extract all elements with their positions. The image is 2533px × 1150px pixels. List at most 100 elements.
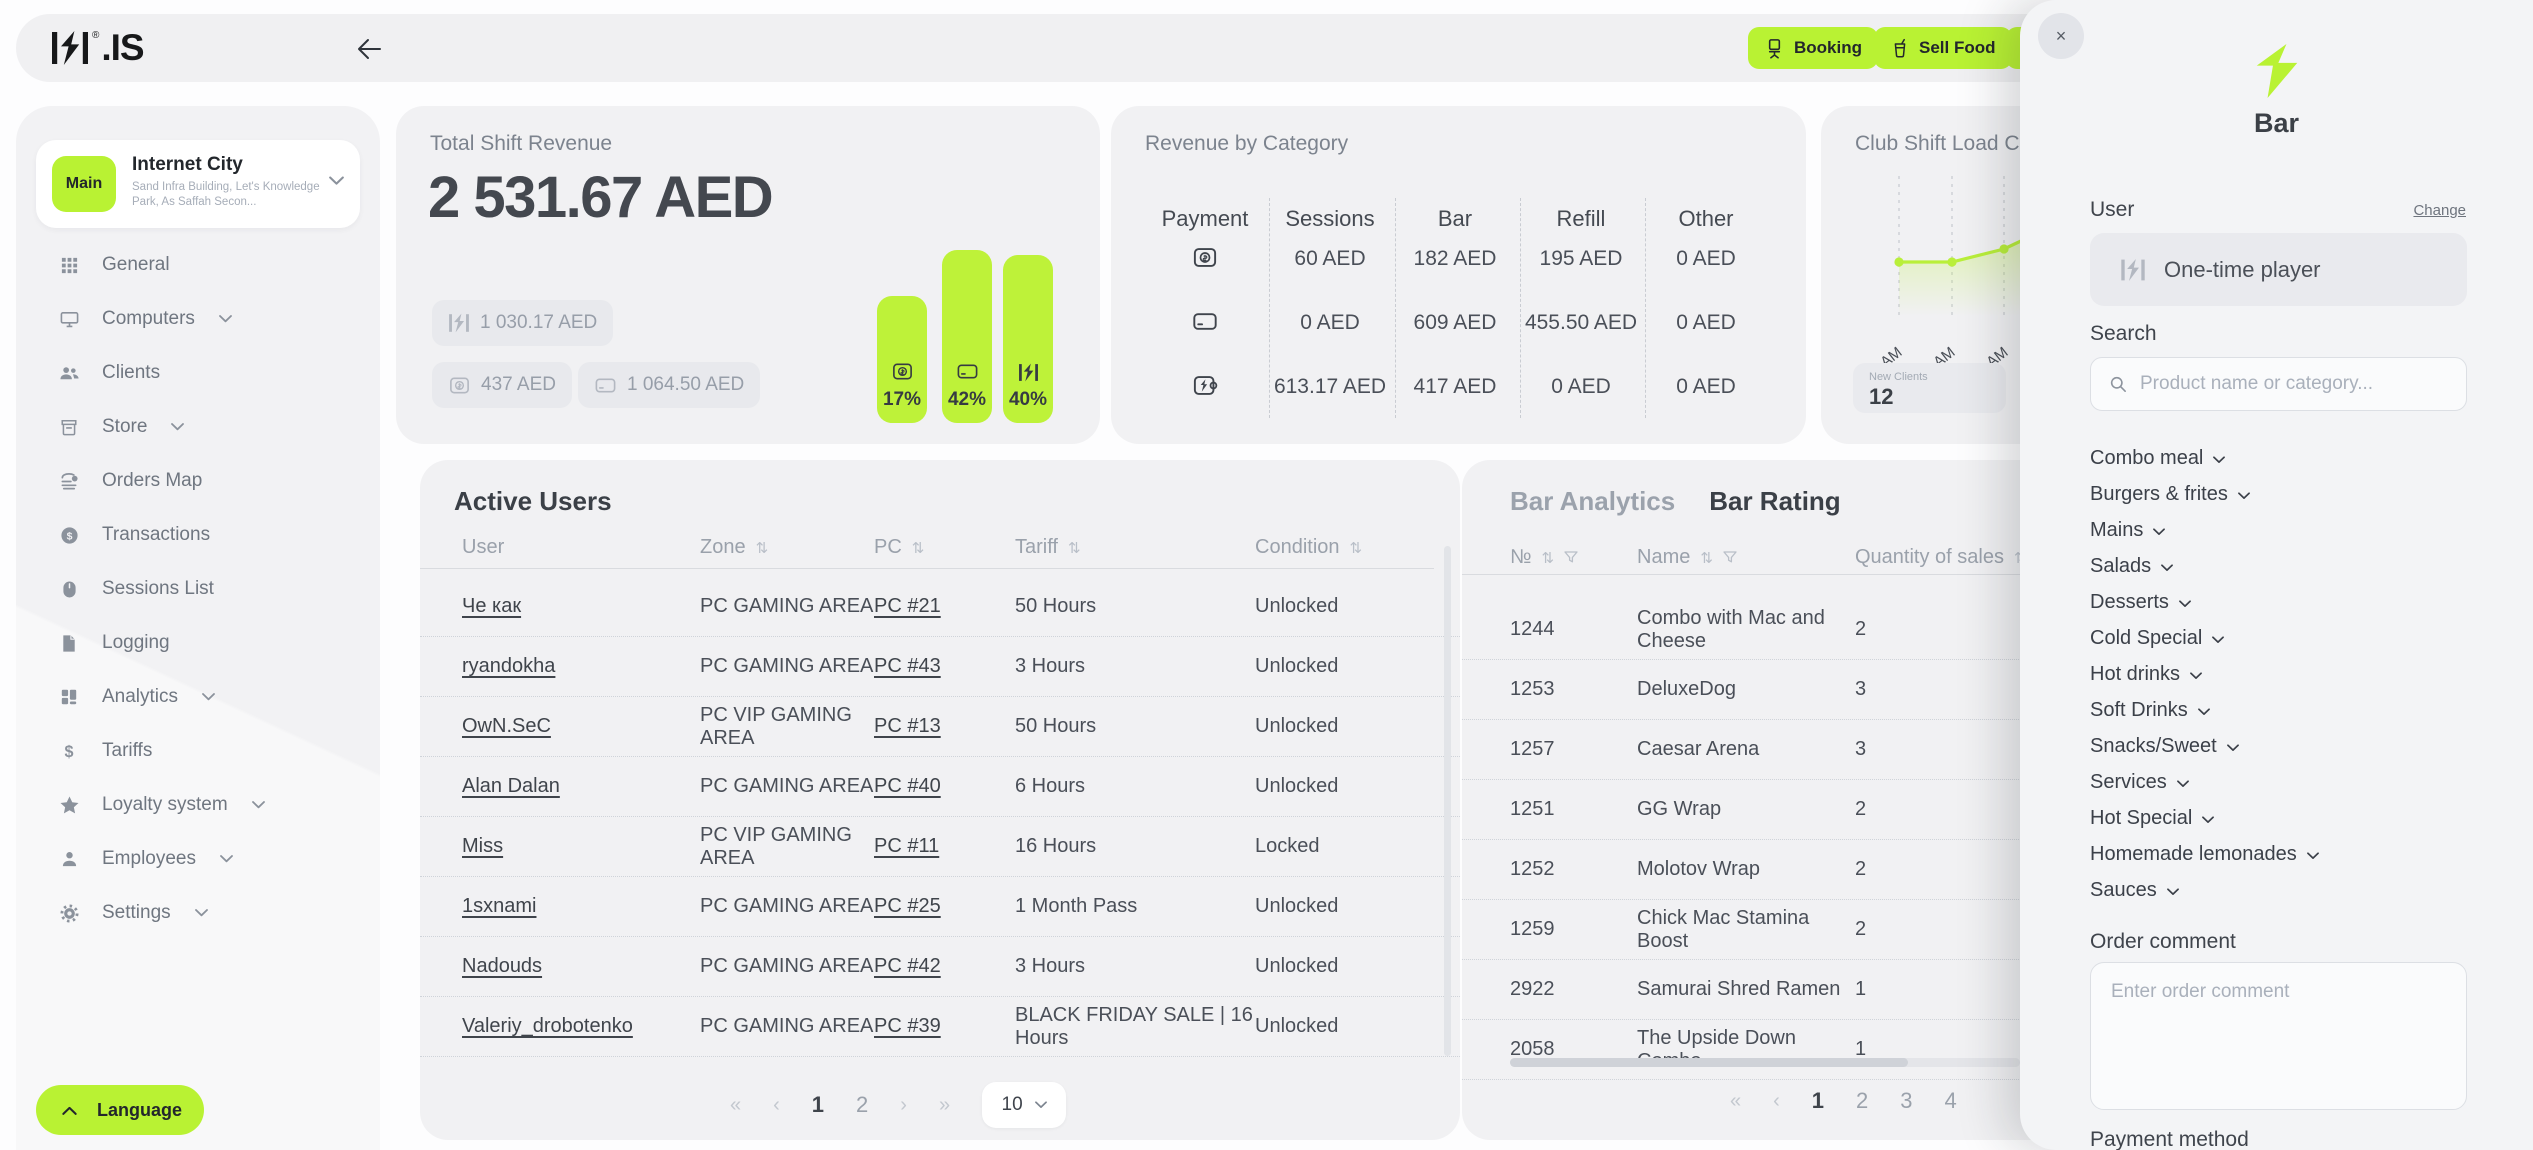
product-search[interactable] <box>2090 357 2467 411</box>
sort-icon[interactable]: ⇅ <box>1349 538 1363 557</box>
scrollbar-thumb[interactable] <box>1510 1058 1908 1067</box>
tab-bar-analytics[interactable]: Bar Analytics <box>1510 486 1676 516</box>
user-link[interactable]: OwN.SeC <box>462 715 551 737</box>
sort-icon[interactable]: ⇅ <box>1700 548 1713 567</box>
page-number-1[interactable]: 1 <box>811 1092 825 1117</box>
booking-button[interactable]: Booking <box>1748 27 1878 69</box>
user-link[interactable]: Nadouds <box>462 955 543 977</box>
user-link[interactable]: 1sxnami <box>462 895 537 917</box>
filter-funnel-icon[interactable] <box>1723 551 1737 564</box>
user-link[interactable]: Alan Dalan <box>462 775 560 797</box>
first-page-button[interactable]: « <box>1730 1089 1742 1112</box>
sidebar-item-transactions[interactable]: $ Transactions <box>16 508 380 562</box>
page-number-2[interactable]: 2 <box>1856 1088 1869 1113</box>
rlis-logo[interactable]: ® .IS <box>50 28 145 68</box>
category-item[interactable]: Mains <box>2090 512 2319 548</box>
table-row[interactable]: Alan Dalan PC GAMING AREA PC #40 6 Hours… <box>420 757 1460 817</box>
filter-funnel-icon[interactable] <box>1564 551 1578 564</box>
prev-page-button[interactable]: ‹ <box>1773 1089 1780 1112</box>
selected-user-chip[interactable]: One-time player <box>2090 233 2467 306</box>
table-row[interactable]: Nadouds PC GAMING AREA PC #42 3 Hours Un… <box>420 937 1460 997</box>
prev-page-button[interactable]: ‹ <box>773 1093 780 1116</box>
horizontal-scrollbar[interactable] <box>1510 1058 2020 1067</box>
user-link[interactable]: Че как <box>462 595 522 617</box>
registered-mark: ® <box>92 30 100 41</box>
category-item[interactable]: Snacks/Sweet <box>2090 728 2319 764</box>
pc-link[interactable]: PC #40 <box>874 775 941 797</box>
chevron-down-icon <box>252 801 265 809</box>
user-link[interactable]: Miss <box>462 835 504 857</box>
product-search-input[interactable] <box>2140 373 2448 395</box>
category-item[interactable]: Salads <box>2090 548 2319 584</box>
pc-link[interactable]: PC #43 <box>874 655 941 677</box>
last-page-button[interactable]: » <box>938 1093 951 1116</box>
order-comment-input[interactable] <box>2091 963 2466 1109</box>
close-button[interactable]: × <box>2038 13 2084 59</box>
category-item[interactable]: Combo meal <box>2090 440 2319 476</box>
sort-icon[interactable]: ⇅ <box>911 538 925 557</box>
table-row[interactable]: Че как PC GAMING AREA PC #21 50 Hours Un… <box>420 577 1460 637</box>
table-row[interactable]: Valeriy_drobotenko PC GAMING AREA PC #39… <box>420 997 1460 1057</box>
sidebar-item-orders-map[interactable]: Orders Map <box>16 454 380 508</box>
sidebar-item-employees[interactable]: Employees <box>16 832 380 886</box>
table-row[interactable]: 1253 DeluxeDog 3 <box>1462 660 2517 720</box>
sort-icon[interactable]: ⇅ <box>1541 548 1555 567</box>
sidebar-item-settings[interactable]: Settings <box>16 886 380 940</box>
sidebar-item-computers[interactable]: Computers <box>16 292 380 346</box>
back-button[interactable] <box>354 34 384 64</box>
table-row[interactable]: 2922 Samurai Shred Ramen 1 <box>1462 960 2517 1020</box>
sort-icon[interactable]: ⇅ <box>755 538 769 557</box>
sidebar-item-analytics[interactable]: Analytics <box>16 670 380 724</box>
dashboard-squares-icon <box>58 688 80 706</box>
chevron-down-icon <box>2190 672 2202 680</box>
chevron-down-icon <box>2161 564 2173 572</box>
first-page-button[interactable]: « <box>730 1093 742 1116</box>
location-selector[interactable]: Main Internet City Sand Infra Building, … <box>36 140 360 228</box>
table-row[interactable]: 1259 Chick Mac Stamina Boost 2 <box>1462 900 2517 960</box>
sort-icon[interactable]: ⇅ <box>1067 538 1081 557</box>
category-item[interactable]: Cold Special <box>2090 620 2319 656</box>
pc-link[interactable]: PC #11 <box>874 835 940 857</box>
language-button[interactable]: Language <box>36 1085 204 1135</box>
pc-link[interactable]: PC #42 <box>874 955 941 977</box>
pc-link[interactable]: PC #21 <box>874 595 941 617</box>
category-item[interactable]: Homemade lemonades <box>2090 836 2319 872</box>
change-user-link[interactable]: Change <box>2413 202 2466 219</box>
category-item[interactable]: Desserts <box>2090 584 2319 620</box>
user-link[interactable]: Valeriy_drobotenko <box>462 1015 633 1037</box>
page-number-3[interactable]: 3 <box>1900 1088 1913 1113</box>
page-number-4[interactable]: 4 <box>1944 1088 1957 1113</box>
sell-food-button[interactable]: Sell Food <box>1874 27 2012 69</box>
tab-bar-rating[interactable]: Bar Rating <box>1709 486 1841 516</box>
sidebar-item-sessions-list[interactable]: Sessions List <box>16 562 380 616</box>
table-row[interactable]: Miss PC VIP GAMING AREA PC #11 16 Hours … <box>420 817 1460 877</box>
category-item[interactable]: Burgers & frites <box>2090 476 2319 512</box>
table-row[interactable]: 1sxnami PC GAMING AREA PC #25 1 Month Pa… <box>420 877 1460 937</box>
page-number-1[interactable]: 1 <box>1811 1088 1825 1113</box>
table-row[interactable]: 1252 Molotov Wrap 2 <box>1462 840 2517 900</box>
sidebar-item-logging[interactable]: Logging <box>16 616 380 670</box>
page-size-select[interactable]: 10 <box>982 1082 1067 1128</box>
category-item[interactable]: Sauces <box>2090 872 2319 908</box>
pc-link[interactable]: PC #13 <box>874 715 941 737</box>
table-row[interactable]: 1244 Combo with Mac and Cheese 2 <box>1462 600 2517 660</box>
table-row[interactable]: 1251 GG Wrap 2 <box>1462 780 2517 840</box>
page-number-2[interactable]: 2 <box>856 1092 869 1117</box>
pc-link[interactable]: PC #39 <box>874 1015 941 1037</box>
pc-link[interactable]: PC #25 <box>874 895 941 917</box>
vertical-scrollbar[interactable] <box>1444 546 1451 1056</box>
category-item[interactable]: Hot drinks <box>2090 656 2319 692</box>
user-link[interactable]: ryandokha <box>462 655 556 677</box>
next-page-button[interactable]: › <box>900 1093 907 1116</box>
table-row[interactable]: ryandokha PC GAMING AREA PC #43 3 Hours … <box>420 637 1460 697</box>
sidebar-item-loyalty-system[interactable]: Loyalty system <box>16 778 380 832</box>
sidebar-item-clients[interactable]: Clients <box>16 346 380 400</box>
category-item[interactable]: Hot Special <box>2090 800 2319 836</box>
category-item[interactable]: Services <box>2090 764 2319 800</box>
sidebar-item-tariffs[interactable]: $ Tariffs <box>16 724 380 778</box>
category-item[interactable]: Soft Drinks <box>2090 692 2319 728</box>
table-row[interactable]: 1257 Caesar Arena 3 <box>1462 720 2517 780</box>
sidebar-item-general[interactable]: General <box>16 238 380 292</box>
table-row[interactable]: OwN.SeC PC VIP GAMING AREA PC #13 50 Hou… <box>420 697 1460 757</box>
sidebar-item-store[interactable]: Store <box>16 400 380 454</box>
